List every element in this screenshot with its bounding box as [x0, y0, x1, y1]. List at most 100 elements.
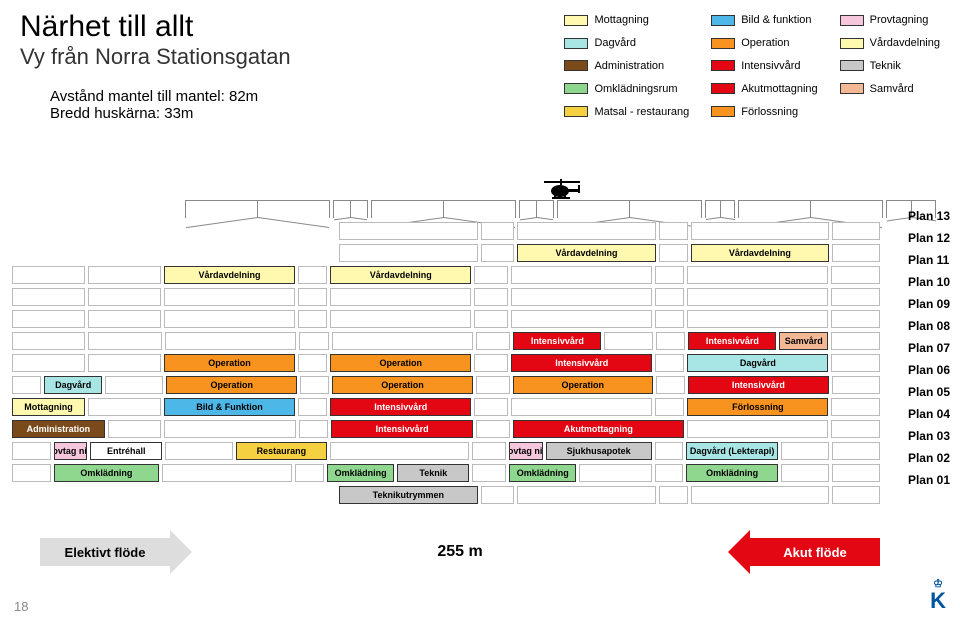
floor-cell [831, 354, 880, 372]
meta1: Avstånd mantel till mantel: 82m [50, 88, 291, 105]
floor-cell: Omklädning [54, 464, 160, 482]
logo: ♔K [930, 580, 946, 614]
floor-cell [831, 266, 880, 284]
floor-cell [164, 420, 296, 438]
swatch [564, 83, 588, 94]
floor-cell [12, 442, 51, 460]
acute-flow-arrow: Akut flöde [728, 530, 880, 574]
floor-cell: Teknikutrymmen [339, 486, 478, 504]
floor-cell: Provtag ning [509, 442, 543, 460]
swatch [711, 60, 735, 71]
floor-cell: Vårdavdelning [691, 244, 830, 262]
legend-item: Dagvård [564, 33, 689, 54]
legend-item: Samvård [840, 78, 940, 99]
floor-cell [298, 266, 327, 284]
floor-cell: Administration [12, 420, 105, 438]
floor-cell: Förlossning [687, 398, 828, 416]
floor-cell [655, 354, 684, 372]
legend-item: Akutmottagning [711, 78, 817, 99]
floor-cell [474, 354, 508, 372]
floor-cell: Omklädning [509, 464, 576, 482]
floor-cell: Vårdavdelning [517, 244, 656, 262]
floor-row [0, 310, 880, 330]
legend-item: Operation [711, 33, 817, 54]
floor-row: OmklädningOmklädningTeknikOmklädningOmkl… [0, 464, 880, 484]
floor-cell [474, 288, 508, 306]
floor-cell [162, 464, 292, 482]
floor-cell [655, 398, 684, 416]
floor-cell [339, 244, 478, 262]
floor-cell [687, 310, 828, 328]
floor-cell [12, 464, 51, 482]
floor-cell: Operation [513, 376, 653, 394]
legend-item: Matsal - restaurang [564, 101, 689, 122]
floor-cell: Intensivvård [688, 332, 776, 350]
floor-cell [474, 266, 508, 284]
legend: MottagningBild & funktionProvtagningDagv… [564, 10, 940, 122]
floor-cell: Operation [330, 354, 471, 372]
elective-flow-arrow: Elektivt flöde [40, 530, 192, 574]
swatch [840, 60, 864, 71]
floor-cell [655, 464, 684, 482]
floor-cell [165, 442, 232, 460]
floor-cell [474, 310, 508, 328]
floor-cell [298, 288, 327, 306]
floor-cell [579, 464, 651, 482]
floor-cell: Provtag ning [54, 442, 88, 460]
plan-label: Plan 08 [908, 315, 950, 337]
floor-cell: Teknik [397, 464, 469, 482]
floor-cell [476, 420, 510, 438]
floor-cell [656, 332, 685, 350]
floor-cell: Entréhall [90, 442, 162, 460]
floor-cell [330, 310, 471, 328]
floor-cell [12, 332, 85, 350]
floor-cell [831, 288, 880, 306]
swatch [711, 38, 735, 49]
floor-cell [299, 420, 328, 438]
floor-cell [105, 376, 163, 394]
floor-cell [164, 310, 295, 328]
floor-cell: Mottagning [12, 398, 85, 416]
plan-label: Plan 13 [908, 205, 950, 227]
floor-cell: Vårdavdelning [164, 266, 295, 284]
floor-cell [517, 486, 656, 504]
plan-label: Plan 03 [908, 425, 950, 447]
floor-cell [164, 288, 295, 306]
floor-cell [659, 222, 688, 240]
floor-cell [511, 310, 652, 328]
floor-cell [831, 398, 880, 416]
floor-cell [656, 376, 685, 394]
floor-cell [655, 266, 684, 284]
floor-cell [476, 332, 510, 350]
floor-cell [831, 332, 880, 350]
floor-cell [832, 464, 880, 482]
floor-cell [687, 266, 828, 284]
floor-cell [12, 266, 85, 284]
floor-row [0, 222, 880, 242]
floor-cell [12, 376, 41, 394]
floor-cell [832, 442, 880, 460]
floor-cell [298, 354, 327, 372]
floor-cell [298, 398, 327, 416]
floor-cell [687, 420, 828, 438]
floor-cell [88, 332, 161, 350]
plan-labels: Plan 13Plan 12Plan 11Plan 10Plan 09Plan … [908, 205, 950, 491]
floor-cell [691, 222, 830, 240]
plan-label: Plan 05 [908, 381, 950, 403]
plan-label: Plan 09 [908, 293, 950, 315]
floor-cell: Omklädning [327, 464, 394, 482]
floor-cell: Sjukhusapotek [546, 442, 652, 460]
plan-label: Plan 04 [908, 403, 950, 425]
swatch [564, 38, 588, 49]
plan-label: Plan 07 [908, 337, 950, 359]
floor-cell [511, 398, 652, 416]
floor-cell [831, 420, 880, 438]
floor-cell: Intensivvård [513, 332, 601, 350]
swatch [564, 60, 588, 71]
floor-cell [659, 244, 688, 262]
floor-cell [12, 310, 85, 328]
floor-cell: Dagvård [44, 376, 102, 394]
swatch [711, 15, 735, 26]
swatch [564, 15, 588, 26]
legend-item: Förlossning [711, 101, 817, 122]
